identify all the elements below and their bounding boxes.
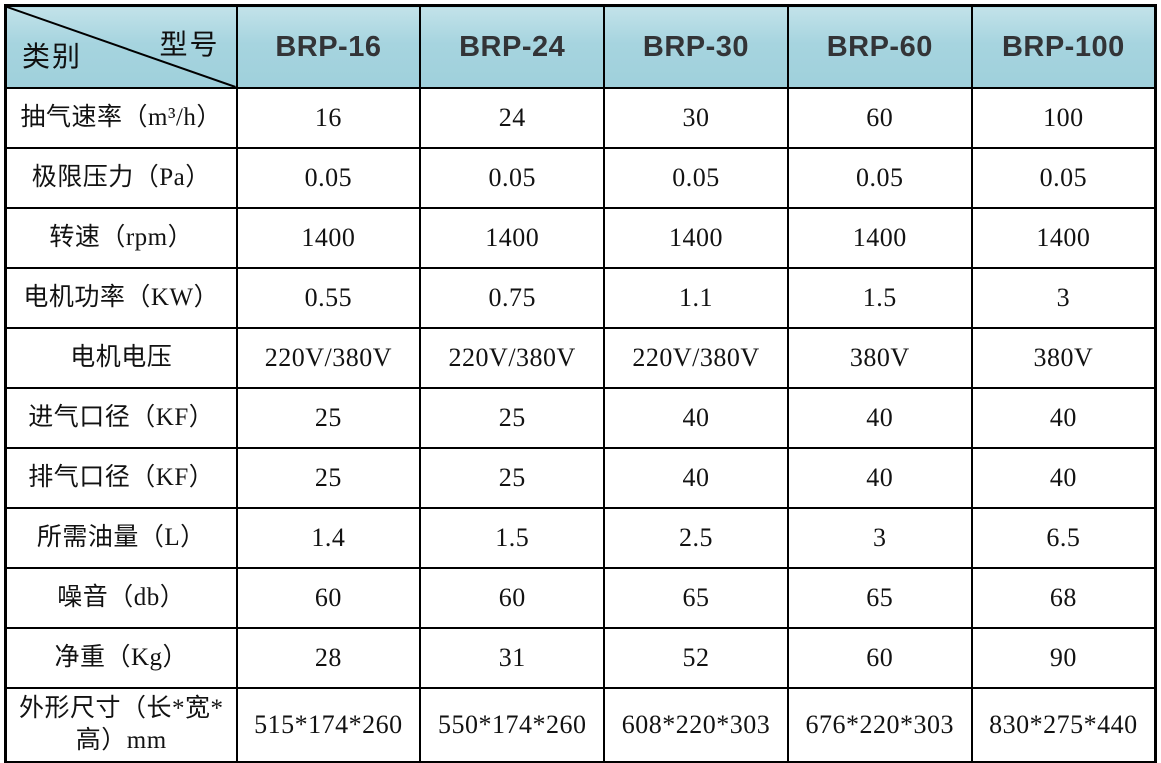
spec-value-cell: 1400 xyxy=(603,207,789,269)
row-label: 外形尺寸（长*宽*高）mm xyxy=(4,687,238,763)
table-row: 进气口径（KF） 25 25 40 40 40 xyxy=(4,387,1157,449)
row-label: 极限压力（Pa） xyxy=(4,147,238,209)
spec-value-cell: 24 xyxy=(419,87,606,149)
row-label: 电机电压 xyxy=(4,327,238,389)
spec-value-cell: 0.05 xyxy=(603,147,789,209)
spec-value-cell: 220V/380V xyxy=(235,327,422,389)
spec-value-cell: 1.4 xyxy=(235,507,422,569)
corner-model-label: 型号 xyxy=(159,30,220,61)
spec-value-cell: 0.05 xyxy=(786,147,973,209)
spec-value-cell: 60 xyxy=(786,87,973,149)
column-header-brp16: BRP-16 xyxy=(235,4,422,89)
column-header-brp24: BRP-24 xyxy=(419,4,606,89)
table-row: 极限压力（Pa） 0.05 0.05 0.05 0.05 0.05 xyxy=(4,147,1157,209)
spec-value-cell: 3 xyxy=(786,507,973,569)
spec-value-cell: 31 xyxy=(419,627,606,689)
table-row: 抽气速率（m³/h） 16 24 30 60 100 xyxy=(4,87,1157,149)
spec-value-cell: 6.5 xyxy=(970,507,1157,569)
table-body: 抽气速率（m³/h） 16 24 30 60 100 极限压力（Pa） 0.05 0.05 0.0… xyxy=(4,87,1157,763)
spec-value-cell: 40 xyxy=(786,387,973,449)
corner-category-label: 类别 xyxy=(22,42,83,73)
spec-value-cell: 676*220*303 xyxy=(786,687,973,763)
spec-value-cell: 40 xyxy=(970,447,1157,509)
spec-value-cell: 830*275*440 xyxy=(970,687,1157,763)
spec-value-cell: 1.5 xyxy=(786,267,973,329)
spec-value-cell: 1400 xyxy=(786,207,973,269)
spec-value-cell: 65 xyxy=(786,567,973,629)
diagonal-divider-line xyxy=(7,7,236,87)
spec-value-cell: 220V/380V xyxy=(419,327,606,389)
spec-value-cell: 60 xyxy=(786,627,973,689)
spec-value-cell: 28 xyxy=(235,627,422,689)
table-row: 排气口径（KF） 25 25 40 40 40 xyxy=(4,447,1157,509)
spec-value-cell: 25 xyxy=(235,447,422,509)
row-label: 噪音（db） xyxy=(4,567,238,629)
spec-value-cell: 25 xyxy=(419,387,606,449)
spec-value-cell: 40 xyxy=(786,447,973,509)
spec-table: 型号 类别 BRP-16 BRP-24 BRP-30 BRP-60 BRP-10… xyxy=(4,4,1157,763)
spec-value-cell: 1400 xyxy=(419,207,606,269)
spec-value-cell: 60 xyxy=(235,567,422,629)
row-label: 所需油量（L） xyxy=(4,507,238,569)
spec-value-cell: 68 xyxy=(970,567,1157,629)
table-row: 净重（Kg） 28 31 52 60 90 xyxy=(4,627,1157,689)
row-label: 排气口径（KF） xyxy=(4,447,238,509)
spec-value-cell: 608*220*303 xyxy=(603,687,789,763)
table-row: 外形尺寸（长*宽*高）mm 515*174*260 550*174*260 608*2… xyxy=(4,687,1157,763)
table-row: 噪音（db） 60 60 65 65 68 xyxy=(4,567,1157,629)
spec-value-cell: 1.5 xyxy=(419,507,606,569)
table-row: 所需油量（L） 1.4 1.5 2.5 3 6.5 xyxy=(4,507,1157,569)
spec-value-cell: 3 xyxy=(970,267,1157,329)
row-label: 净重（Kg） xyxy=(4,627,238,689)
spec-value-cell: 40 xyxy=(603,447,789,509)
spec-value-cell: 25 xyxy=(419,447,606,509)
table-row: 转速（rpm） 1400 1400 1400 1400 1400 xyxy=(4,207,1157,269)
spec-value-cell: 0.05 xyxy=(235,147,422,209)
spec-value-cell: 60 xyxy=(419,567,606,629)
spec-value-cell: 1.1 xyxy=(603,267,789,329)
spec-value-cell: 65 xyxy=(603,567,789,629)
column-header-brp30: BRP-30 xyxy=(603,4,789,89)
spec-value-cell: 90 xyxy=(970,627,1157,689)
spec-value-cell: 515*174*260 xyxy=(235,687,422,763)
table-row: 电机电压 220V/380V 220V/380V 220V/380V 380V 380V xyxy=(4,327,1157,389)
spec-value-cell: 220V/380V xyxy=(603,327,789,389)
spec-value-cell: 16 xyxy=(235,87,422,149)
spec-value-cell: 2.5 xyxy=(603,507,789,569)
spec-value-cell: 0.55 xyxy=(235,267,422,329)
spec-value-cell: 100 xyxy=(970,87,1157,149)
spec-value-cell: 380V xyxy=(970,327,1157,389)
spec-value-cell: 40 xyxy=(603,387,789,449)
corner-cell: 型号 类别 xyxy=(4,4,238,89)
spec-value-cell: 550*174*260 xyxy=(419,687,606,763)
column-header-brp100: BRP-100 xyxy=(970,4,1157,89)
spec-value-cell: 52 xyxy=(603,627,789,689)
spec-value-cell: 1400 xyxy=(970,207,1157,269)
spec-value-cell: 1400 xyxy=(235,207,422,269)
spec-value-cell: 0.05 xyxy=(419,147,606,209)
spec-value-cell: 40 xyxy=(970,387,1157,449)
spec-value-cell: 0.05 xyxy=(970,147,1157,209)
row-label: 电机功率（KW） xyxy=(4,267,238,329)
spec-value-cell: 0.75 xyxy=(419,267,606,329)
column-header-brp60: BRP-60 xyxy=(786,4,973,89)
header-row: 型号 类别 BRP-16 BRP-24 BRP-30 BRP-60 BRP-10… xyxy=(4,4,1157,89)
row-label: 抽气速率（m³/h） xyxy=(4,87,238,149)
row-label: 转速（rpm） xyxy=(4,207,238,269)
spec-value-cell: 380V xyxy=(786,327,973,389)
spec-value-cell: 30 xyxy=(603,87,789,149)
table-row: 电机功率（KW） 0.55 0.75 1.1 1.5 3 xyxy=(4,267,1157,329)
spec-value-cell: 25 xyxy=(235,387,422,449)
row-label: 进气口径（KF） xyxy=(4,387,238,449)
